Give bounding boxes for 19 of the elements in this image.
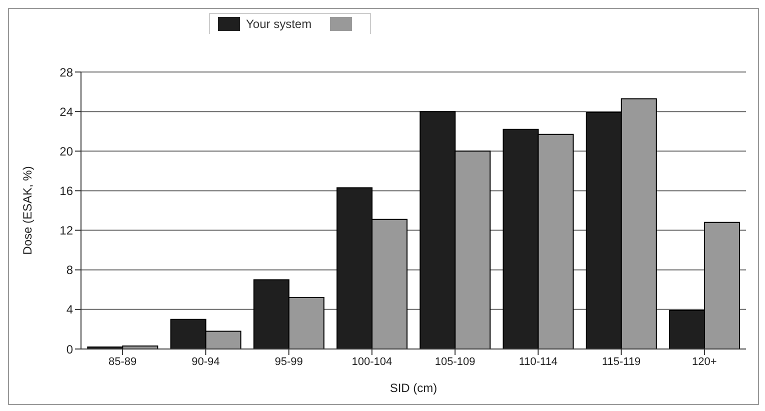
y-tick-label: 24 [60,104,74,119]
x-tick-label: 85-89 [108,356,137,368]
y-axis-title: Dose (ESAK, %) [20,166,34,255]
x-tick-label: 110-114 [518,356,558,368]
y-tick-label: 8 [66,263,74,278]
y-tick-label: 28 [60,65,74,80]
y-tick-label: 12 [60,224,74,238]
x-tick-label: 105-109 [434,356,476,368]
x-tick-label: 115-119 [602,356,641,368]
y-tick-label: 20 [60,144,74,158]
x-tick-label: 100-104 [352,356,392,368]
x-tick-label: 95-99 [274,356,303,368]
x-tick-label: 90-94 [192,356,220,368]
y-tick-label: 16 [60,184,74,198]
y-tick-label: 4 [66,302,74,317]
x-axis-title: SID (cm) [390,381,438,395]
x-tick-label: 120+ [692,356,717,368]
legend-label: Your system [246,17,312,31]
y-tick-label: 0 [66,342,74,356]
